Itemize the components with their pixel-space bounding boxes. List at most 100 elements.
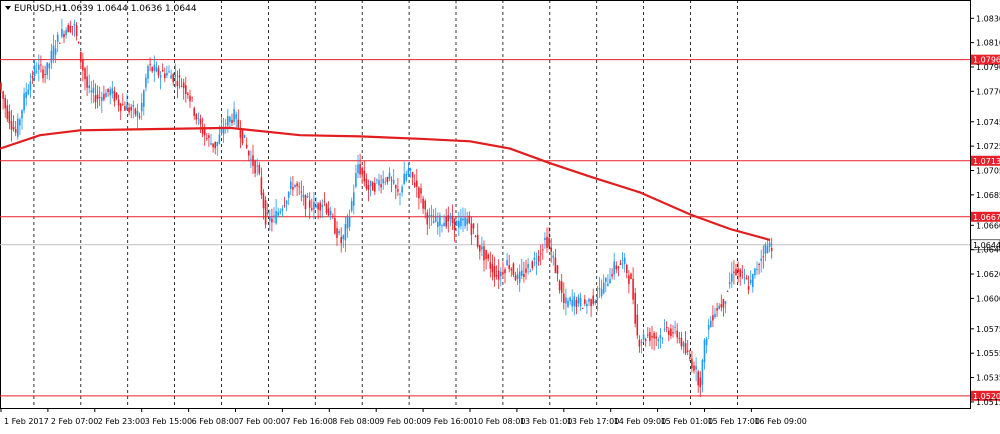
- candle-body: [157, 68, 160, 76]
- candle-body: [23, 93, 25, 111]
- candle-body: [130, 106, 132, 111]
- candle-body: [149, 63, 151, 65]
- candle-body: [607, 283, 609, 286]
- candle-body: [741, 271, 744, 273]
- chart-header: EURUSD,H1 1.0639 1.0644 1.0636 1.0644: [5, 4, 197, 14]
- candle-body: [103, 93, 105, 100]
- candle-body: [329, 211, 332, 216]
- candle-body: [306, 196, 309, 198]
- candle-body: [628, 275, 630, 284]
- candle-body: [138, 116, 141, 118]
- candle-body: [476, 234, 479, 247]
- candle-body: [630, 273, 632, 279]
- candle-body: [384, 181, 387, 183]
- candle-body: [430, 214, 433, 217]
- candle-body: [728, 282, 731, 285]
- candle-body: [40, 64, 42, 66]
- candle-body: [768, 242, 771, 247]
- candle-body: [521, 270, 523, 276]
- candle-body: [252, 155, 254, 166]
- moving-average-line: [0, 126, 771, 241]
- candle-body: [61, 29, 63, 37]
- candle-body: [752, 274, 754, 288]
- candle-body: [243, 134, 246, 138]
- candle-body: [235, 114, 237, 119]
- candle-body: [716, 308, 718, 311]
- candle-body: [155, 66, 158, 72]
- candle-body: [84, 68, 86, 80]
- ma-layer: [0, 126, 771, 241]
- x-tick-label: 9 Feb 00:00: [379, 417, 426, 426]
- ohlc-values: 1.0639 1.0644 1.0636 1.0644: [62, 4, 197, 14]
- candle-body: [369, 180, 372, 187]
- candle-body: [401, 186, 403, 193]
- candle-body: [197, 118, 200, 119]
- candle-body: [500, 271, 502, 277]
- candle-body: [147, 66, 149, 79]
- candle-body: [647, 334, 649, 336]
- candle-body: [586, 303, 588, 307]
- candle-body: [334, 218, 336, 234]
- candle-body: [338, 231, 340, 234]
- candle-body: [581, 308, 584, 309]
- candle-body: [46, 62, 48, 75]
- candle-body: [420, 188, 422, 194]
- candle-body: [600, 289, 603, 297]
- candle-body: [726, 290, 729, 292]
- current-price-label: 1.0644: [973, 241, 1000, 250]
- x-tick-label: 3 Feb 15:00: [145, 417, 192, 426]
- level-tag-label: 1.0796: [973, 56, 1000, 65]
- candle-body: [105, 92, 107, 98]
- candle-body: [350, 201, 353, 211]
- y-tick-label: 1.0600: [976, 294, 1000, 303]
- candle-body: [73, 23, 76, 26]
- candle-body: [302, 194, 305, 198]
- candle-body: [672, 332, 674, 334]
- candle-body: [69, 25, 72, 33]
- y-tick-label: 1.0555: [976, 349, 1000, 358]
- candle-body: [128, 107, 130, 113]
- candle-body: [2, 91, 4, 99]
- candle-body: [201, 126, 204, 135]
- x-tick-label: 6 Feb 08:00: [192, 417, 239, 426]
- candle-body: [434, 215, 437, 222]
- caret-down-icon[interactable]: [5, 6, 11, 10]
- candle-body: [634, 292, 636, 324]
- x-tick-label: 14 Feb 09:00: [614, 417, 666, 426]
- candle-body: [686, 350, 689, 352]
- candle-body: [195, 114, 198, 120]
- candle-body: [281, 208, 284, 211]
- candle-body: [365, 178, 368, 189]
- y-tick-label: 1.0830: [976, 14, 1000, 23]
- candle-body: [405, 173, 408, 181]
- candle-body: [640, 342, 643, 343]
- candle-body: [502, 272, 504, 275]
- candle-body: [29, 81, 32, 90]
- candle-body: [548, 237, 550, 247]
- candle-body: [222, 129, 225, 135]
- candle-body: [458, 220, 460, 228]
- y-axis: 1.0830 1.0810 1.0790 1.0770 1.0745 1.0725 1.07…: [970, 14, 1000, 407]
- candle-body: [143, 90, 145, 107]
- candle-body: [493, 266, 496, 278]
- candle-body: [762, 256, 765, 258]
- y-tick-label: 1.0790: [976, 63, 1000, 72]
- candle-body: [409, 168, 412, 171]
- x-tick-label: 15 Feb 01:00: [661, 417, 713, 426]
- candle-body: [136, 110, 139, 117]
- candle-body: [550, 247, 552, 252]
- candle-body: [529, 270, 531, 272]
- candle-body: [176, 80, 179, 87]
- candle-body: [38, 64, 40, 70]
- candle-body: [758, 263, 760, 265]
- candle-body: [336, 228, 338, 239]
- candle-body: [508, 265, 510, 269]
- candle-body: [668, 330, 670, 335]
- candle-body: [327, 208, 330, 216]
- candle-body: [542, 249, 544, 251]
- candle-body: [287, 192, 290, 198]
- candle-body: [598, 287, 601, 290]
- current-price-tag: [970, 239, 1000, 251]
